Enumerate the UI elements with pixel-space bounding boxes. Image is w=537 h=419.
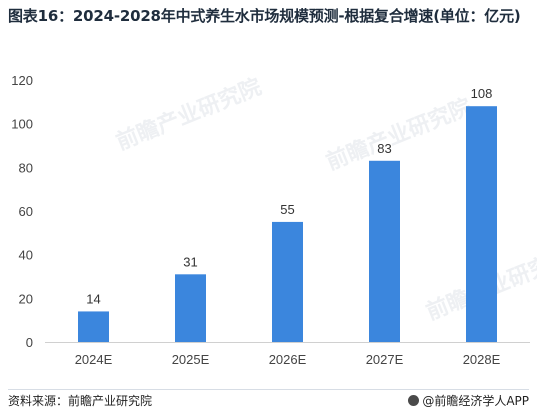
x-tick-label: 2025E bbox=[172, 352, 210, 367]
data-label: 108 bbox=[471, 86, 493, 101]
x-tick-label: 2028E bbox=[463, 352, 501, 367]
data-label: 31 bbox=[183, 254, 197, 269]
data-label: 14 bbox=[86, 291, 100, 306]
x-tick-label: 2027E bbox=[366, 352, 404, 367]
watermark: 前瞻产业研究院 bbox=[113, 74, 266, 156]
data-labels: 14 31 55 83 108 bbox=[86, 86, 492, 306]
y-tick-label: 80 bbox=[19, 160, 33, 175]
bar bbox=[175, 274, 206, 342]
bar bbox=[369, 160, 400, 342]
bar bbox=[466, 106, 497, 342]
publisher-logo-icon bbox=[408, 395, 420, 406]
credit-text: @前瞻经济学人APP bbox=[422, 394, 529, 408]
source-note: 资料来源：前瞻产业研究院 bbox=[8, 394, 153, 408]
x-tick-label: 2024E bbox=[75, 352, 113, 367]
chart-title: 图表16：2024-2028年中式养生水市场规模预测-根据复合增速(单位：亿元) bbox=[8, 7, 521, 25]
bar bbox=[272, 221, 303, 342]
data-label: 83 bbox=[377, 141, 391, 156]
y-tick-label: 100 bbox=[11, 117, 33, 132]
y-tick-label: 20 bbox=[19, 291, 33, 306]
y-tick-label: 40 bbox=[19, 248, 33, 263]
bars bbox=[78, 106, 497, 342]
data-label: 55 bbox=[280, 202, 294, 217]
y-tick-label: 0 bbox=[26, 335, 33, 350]
y-axis-ticks: 0 20 40 60 80 100 120 bbox=[11, 73, 33, 350]
footer-divider bbox=[8, 389, 529, 390]
x-tick-label: 2026E bbox=[269, 352, 307, 367]
y-tick-label: 60 bbox=[19, 204, 33, 219]
credit-note: @前瞻经济学人APP bbox=[408, 392, 529, 409]
y-tick-label: 120 bbox=[11, 73, 33, 88]
x-axis-labels: 2024E 2025E 2026E 2027E 2028E bbox=[75, 352, 501, 367]
bar bbox=[78, 311, 109, 342]
